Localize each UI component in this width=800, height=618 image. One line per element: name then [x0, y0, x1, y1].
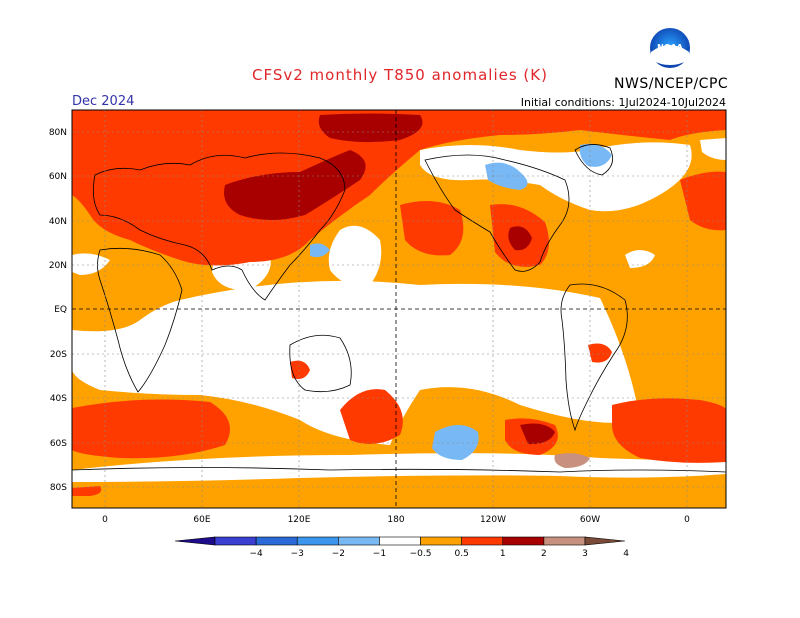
colorbar-label: −3 — [291, 549, 304, 559]
longitude-labels: 0 60E 120E 180 120W 60W 0 — [102, 515, 690, 525]
positive-anomaly-3-4 — [554, 453, 590, 468]
positive-anomaly-2-3 — [224, 113, 555, 445]
lat-label: 40N — [49, 217, 67, 227]
colorbar-swatch — [296, 536, 339, 546]
lon-label: 0 — [102, 515, 108, 525]
lon-label: 0 — [684, 515, 690, 525]
colorbar-swatch — [338, 536, 380, 546]
lat-label: 60S — [50, 439, 67, 449]
colorbar-swatch — [379, 536, 421, 546]
colorbar-label: 4 — [623, 549, 629, 559]
lon-label: 180 — [387, 515, 404, 525]
lon-label: 120W — [480, 515, 506, 525]
lat-label: 60N — [49, 172, 67, 182]
colorbar-swatch — [420, 536, 462, 546]
coastlines — [72, 144, 726, 473]
colorbar-arrow-right — [584, 536, 626, 546]
lat-label: 40S — [50, 394, 67, 404]
initial-conditions-label: Initial conditions: 1Jul2024-10Jul2024 — [520, 96, 726, 109]
colorbar-swatch — [502, 536, 545, 546]
lat-label: 80S — [50, 483, 67, 493]
map-frame — [71, 109, 727, 509]
colorbar-label: −4 — [249, 549, 263, 559]
colorbar-label: −2 — [332, 549, 345, 559]
graticule — [72, 110, 726, 508]
noaa-logo-text: NOAA — [657, 43, 683, 52]
colorbar-label: −1 — [373, 549, 386, 559]
colorbar-label: −0.5 — [410, 549, 432, 559]
negative-anomaly-regions — [310, 143, 612, 460]
lon-label: 60W — [580, 515, 600, 525]
noaa-logo-icon: NOAA — [648, 26, 692, 70]
colorbar-swatch — [255, 536, 298, 546]
lat-label: 20N — [49, 261, 67, 271]
colorbar-swatch — [214, 536, 257, 546]
lon-label: 120E — [288, 515, 311, 525]
colorbar-label: 1 — [500, 549, 506, 559]
latitude-labels: 80N 60N 40N 20N EQ 20S 40S 60S 80S — [49, 128, 67, 493]
colorbar-label: 0.5 — [455, 549, 469, 559]
lat-label: 20S — [50, 350, 67, 360]
lat-label: EQ — [54, 305, 67, 315]
colorbar-legend: −4 −3 −2 −1 −0.5 0.5 1 2 3 4 — [174, 536, 629, 559]
colorbar-swatch — [461, 536, 504, 546]
agency-label: NWS/NCEP/CPC — [614, 76, 729, 92]
lon-label: 60E — [193, 515, 210, 525]
valid-month-label: Dec 2024 — [72, 94, 135, 109]
lat-label: 80N — [49, 128, 67, 138]
colorbar-label: 3 — [582, 549, 588, 559]
colorbar-label: 2 — [541, 549, 547, 559]
colorbar-arrow-left — [174, 536, 216, 546]
map-title: CFSv2 monthly T850 anomalies (K) — [252, 66, 548, 84]
anomaly-field — [72, 110, 726, 508]
colorbar-swatch — [543, 536, 586, 546]
